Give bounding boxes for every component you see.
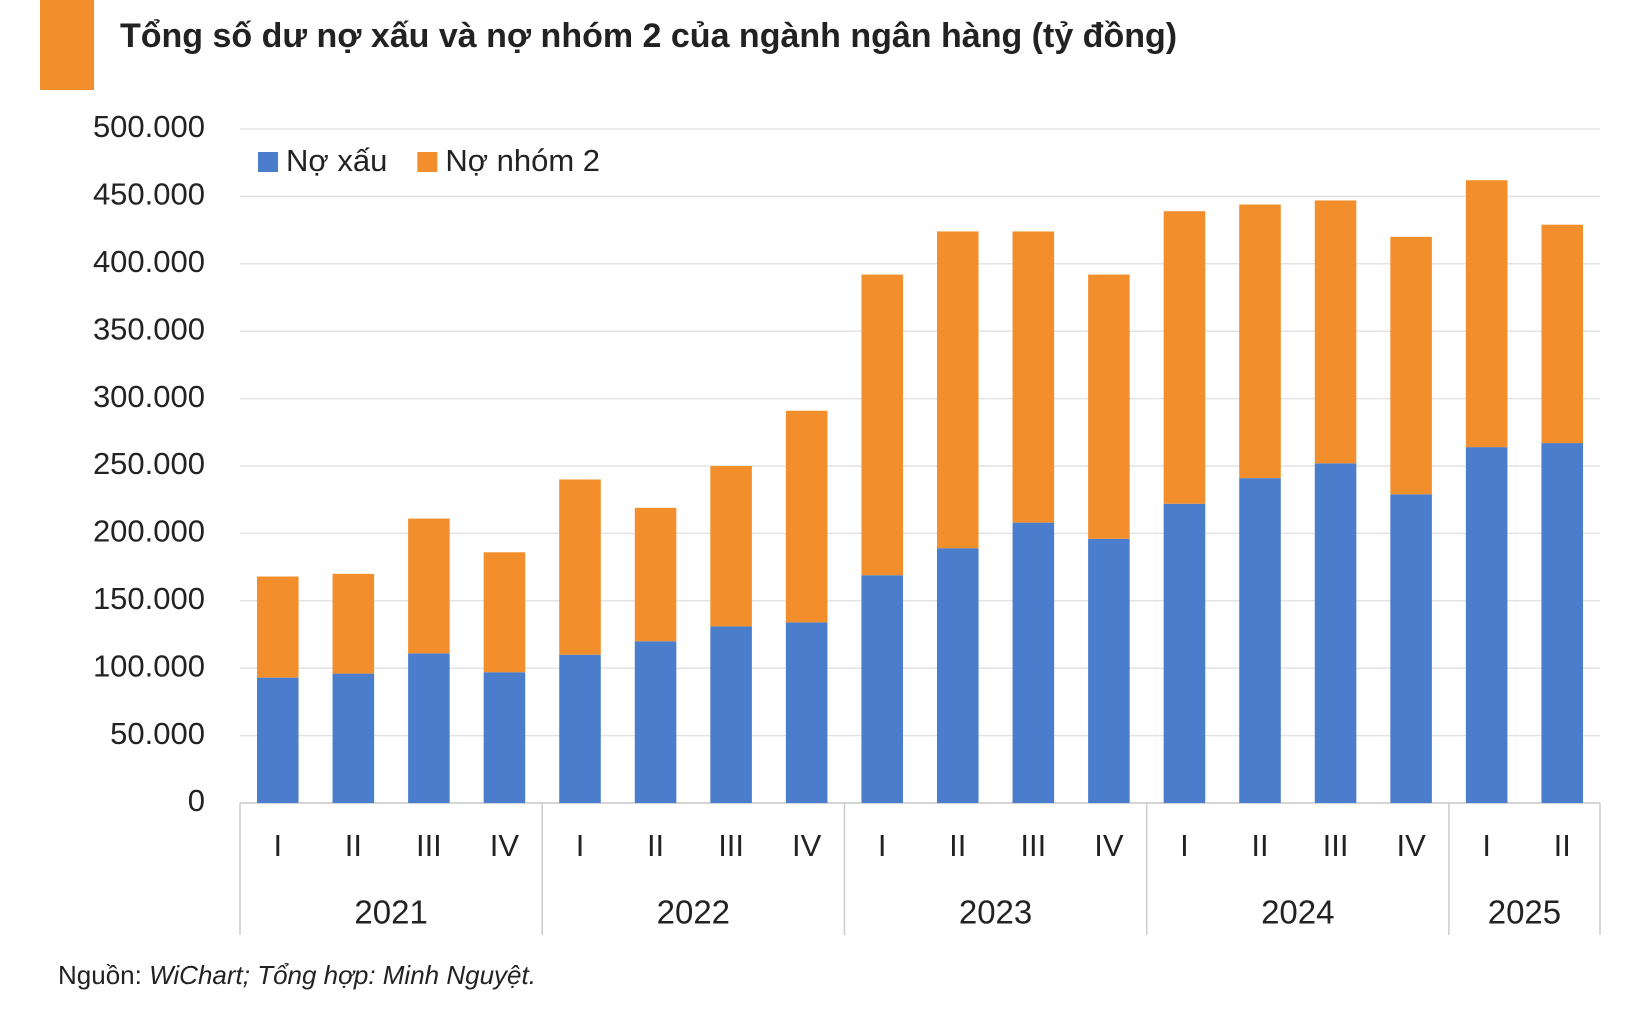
x-tick-label: II xyxy=(647,828,664,863)
bar-segment xyxy=(1541,443,1583,803)
bar-segment xyxy=(1088,538,1130,803)
bar-segment xyxy=(937,231,979,549)
bar-segment xyxy=(1012,231,1055,523)
chart-title: Tổng số dư nợ xấu và nợ nhóm 2 của ngành… xyxy=(120,17,1177,55)
x-tick-label: III xyxy=(1323,828,1349,863)
y-tick-label: 0 xyxy=(188,783,205,818)
title-accent xyxy=(40,0,94,90)
bar-segment xyxy=(937,548,979,803)
bar-segment xyxy=(1390,494,1432,803)
x-tick-label: I xyxy=(1180,828,1189,863)
y-tick-label: 150.000 xyxy=(93,581,205,616)
group-label: 2023 xyxy=(959,894,1032,931)
source-prefix: Nguồn: xyxy=(58,960,142,990)
bar-segment xyxy=(710,466,752,627)
x-tick-label: I xyxy=(576,828,585,863)
y-tick-label: 400.000 xyxy=(93,244,205,279)
x-tick-label: III xyxy=(416,828,442,863)
x-tick-label: I xyxy=(878,828,887,863)
bar-segment xyxy=(332,573,375,674)
bar-segment xyxy=(861,274,903,576)
legend-label: Nợ xấu xyxy=(286,143,387,178)
bar-segment xyxy=(1163,503,1206,803)
x-tick-label: III xyxy=(1020,828,1046,863)
bar-segment xyxy=(634,507,677,642)
group-label: 2021 xyxy=(354,894,427,931)
legend-swatch xyxy=(258,152,278,172)
bar-segment xyxy=(1390,236,1432,495)
x-tick-label: I xyxy=(273,828,282,863)
bar-segment xyxy=(1541,224,1583,444)
x-tick-label: I xyxy=(1482,828,1491,863)
bar-segment xyxy=(1314,463,1357,803)
source-text: WiChart; Tổng hợp: Minh Nguyệt. xyxy=(149,960,536,990)
bar-segment xyxy=(483,672,526,803)
bar-segment xyxy=(785,622,828,803)
bar-segment xyxy=(710,626,752,803)
bar-segment xyxy=(257,677,299,803)
bar-segment xyxy=(559,479,601,655)
legend-swatch xyxy=(417,152,438,172)
bar-segment xyxy=(1239,204,1281,479)
bar-segment xyxy=(1163,211,1206,504)
bar-segment xyxy=(257,576,299,678)
x-tick-label: IV xyxy=(1094,828,1124,863)
y-tick-label: 450.000 xyxy=(93,177,205,212)
y-tick-label: 250.000 xyxy=(93,446,205,481)
bar-segment xyxy=(1012,522,1055,803)
x-tick-label: II xyxy=(1251,828,1268,863)
x-tick-label: IV xyxy=(490,828,520,863)
x-tick-label: III xyxy=(718,828,744,863)
y-tick-label: 100.000 xyxy=(93,648,205,683)
group-label: 2025 xyxy=(1488,894,1561,931)
x-tick-label: IV xyxy=(792,828,822,863)
bar-segment xyxy=(559,654,601,803)
bar-segment xyxy=(1239,478,1281,803)
bar-segment xyxy=(408,518,450,654)
bar-segment xyxy=(1314,200,1357,464)
bar-segment xyxy=(1465,180,1508,448)
x-tick-label: II xyxy=(1554,828,1571,863)
x-tick-label: II xyxy=(345,828,362,863)
bar-segment xyxy=(785,410,828,623)
x-tick-label: IV xyxy=(1396,828,1426,863)
bar-segment xyxy=(634,641,677,803)
y-tick-label: 300.000 xyxy=(93,379,205,414)
bar-segment xyxy=(332,673,375,803)
y-tick-label: 500.000 xyxy=(93,109,205,144)
bar-segment xyxy=(483,552,526,673)
y-tick-label: 350.000 xyxy=(93,311,205,346)
x-tick-label: II xyxy=(949,828,966,863)
y-tick-label: 50.000 xyxy=(110,716,205,751)
bar-segment xyxy=(1465,447,1508,803)
bar-segment xyxy=(408,653,450,803)
bar-segment xyxy=(861,575,903,803)
legend-label: Nợ nhóm 2 xyxy=(445,143,600,178)
y-tick-label: 200.000 xyxy=(93,514,205,549)
source: Nguồn: WiChart; Tổng hợp: Minh Nguyệt. xyxy=(58,960,536,990)
group-label: 2022 xyxy=(657,894,730,931)
bar-segment xyxy=(1088,274,1130,539)
group-label: 2024 xyxy=(1261,894,1334,931)
